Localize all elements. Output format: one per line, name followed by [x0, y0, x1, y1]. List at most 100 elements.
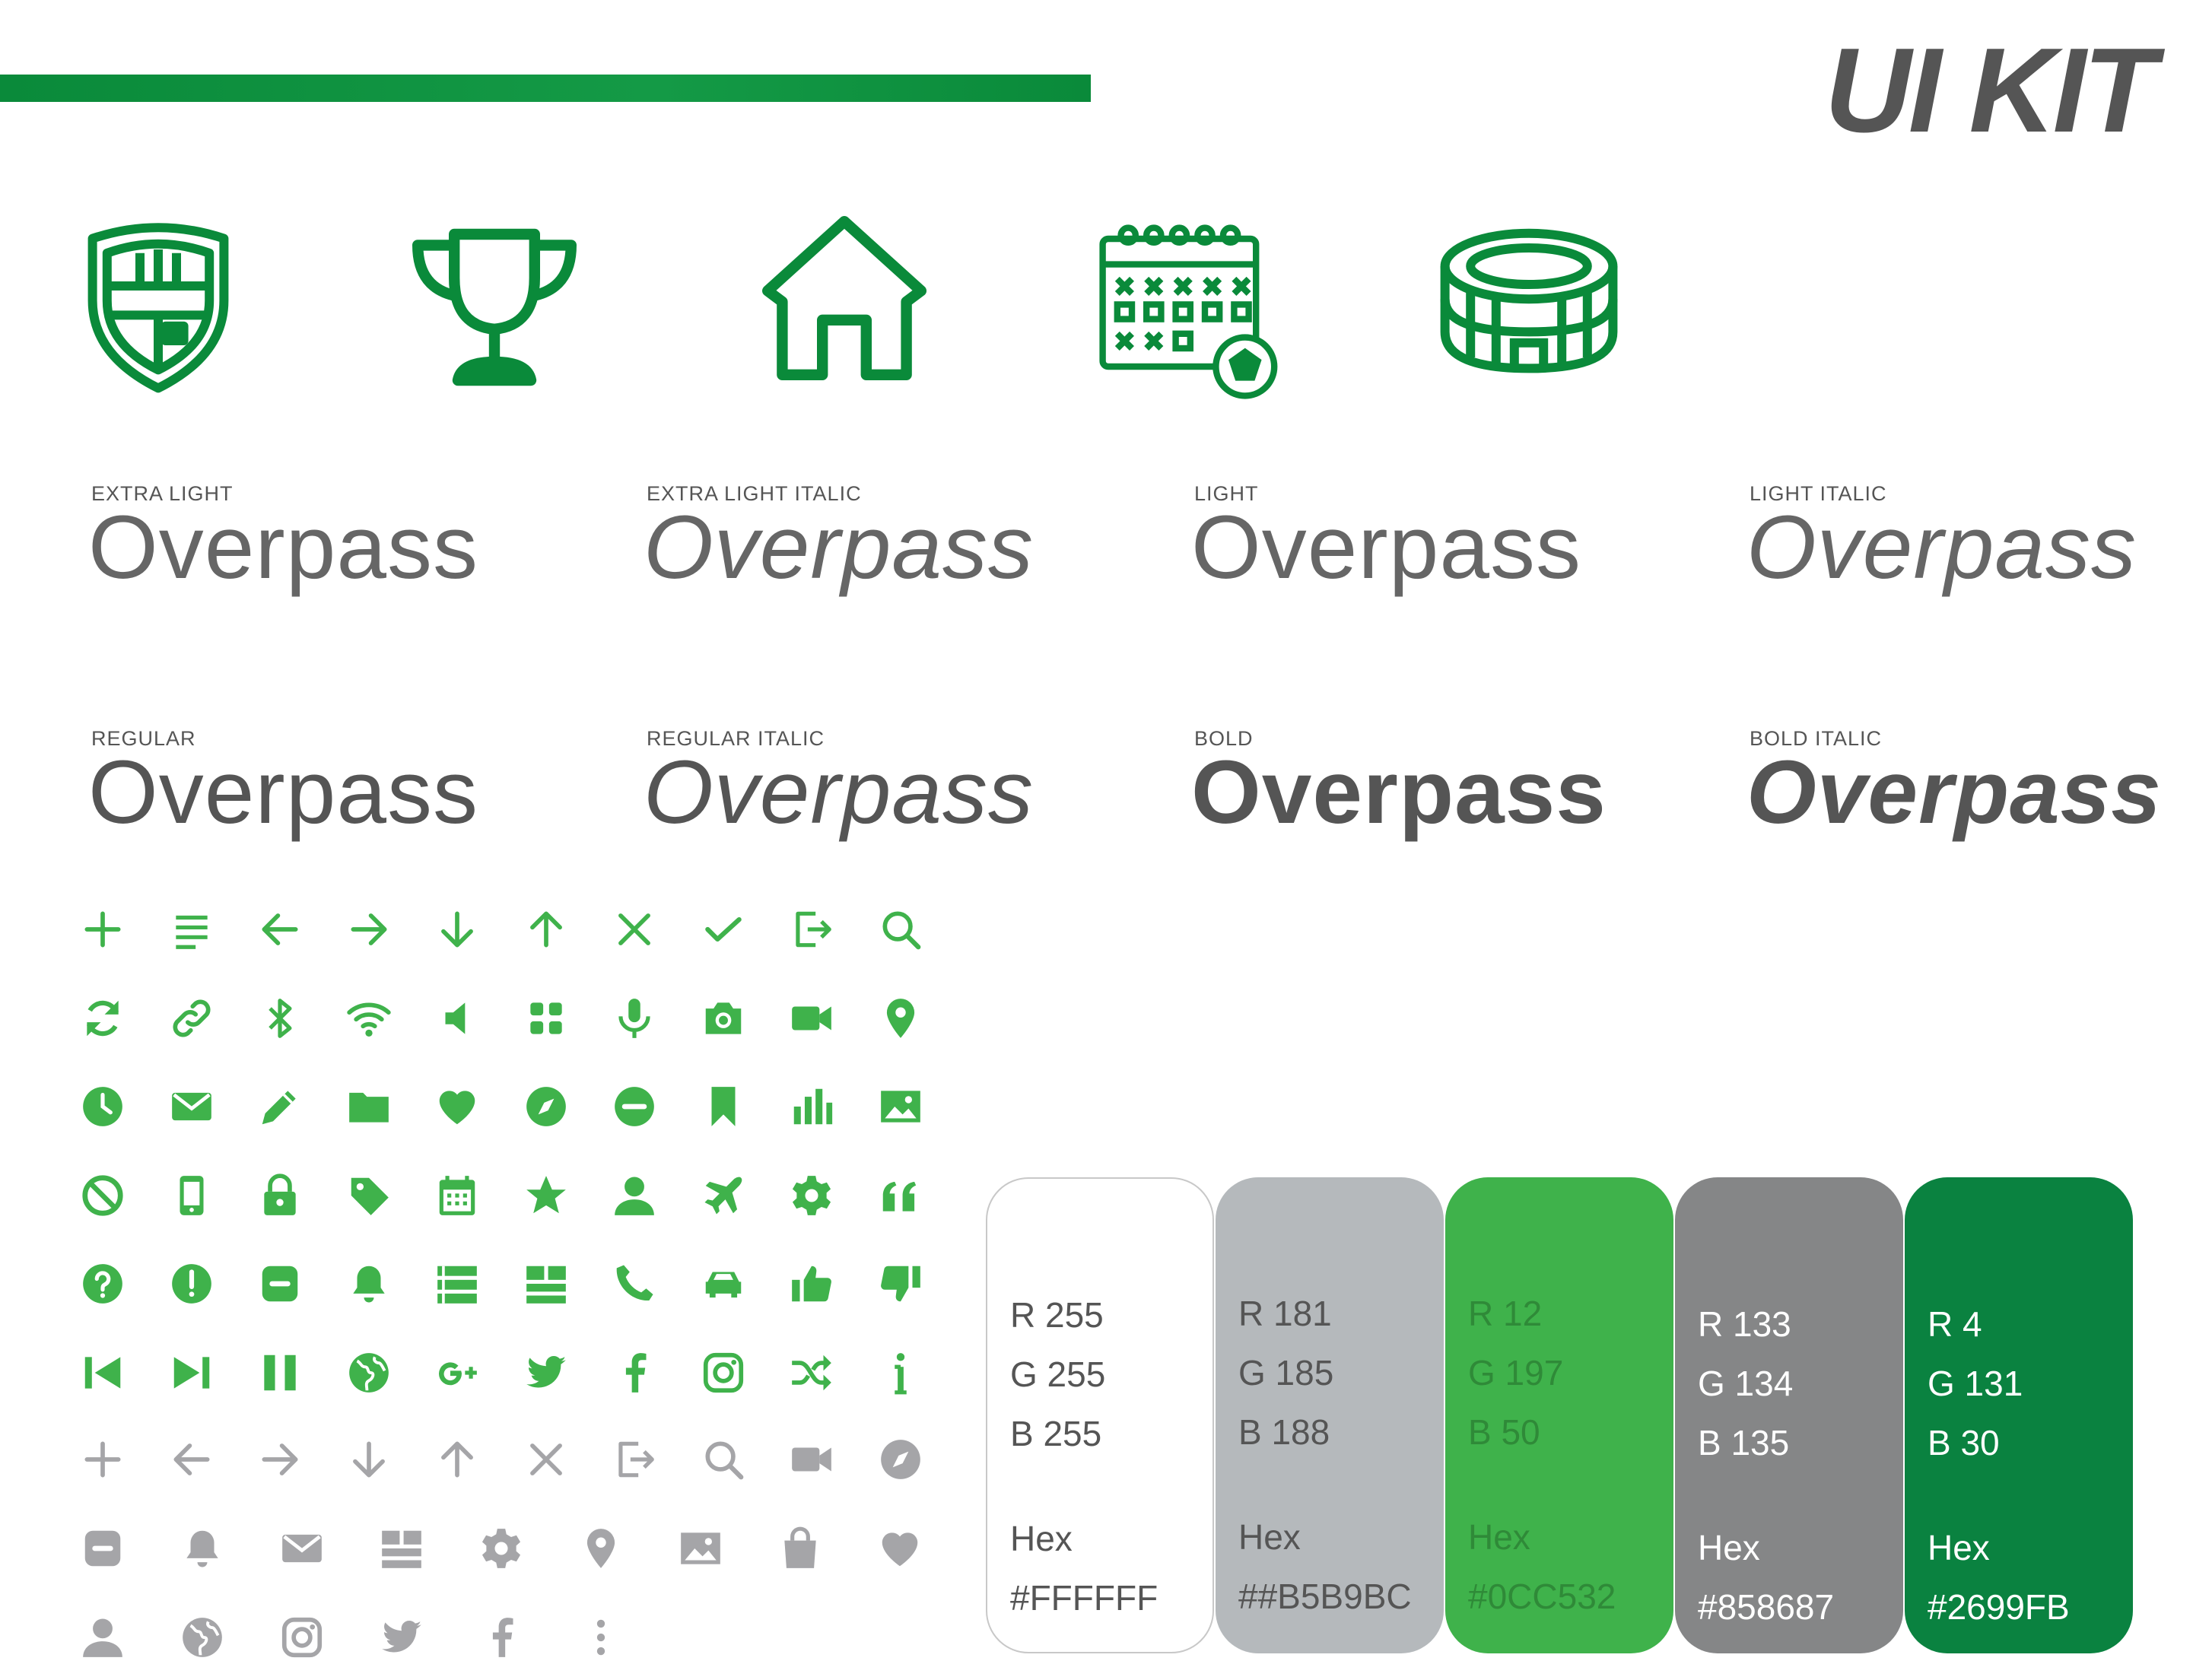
tag-icon[interactable]	[345, 1172, 393, 1219]
skip-forward-icon[interactable]	[168, 1349, 215, 1396]
gear-icon[interactable]	[788, 1172, 835, 1219]
thumbs-up-icon[interactable]	[788, 1260, 835, 1307]
compass-icon[interactable]	[877, 1436, 924, 1483]
user-icon[interactable]	[611, 1172, 658, 1219]
alert-icon[interactable]	[168, 1260, 215, 1307]
font-sample-bold-italic: BOLD ITALIC Overpass	[1746, 729, 2193, 838]
pencil-icon[interactable]	[256, 1083, 304, 1130]
arrow-up-icon[interactable]	[434, 1436, 481, 1483]
location-pin-icon[interactable]	[577, 1525, 625, 1572]
lock-icon[interactable]	[256, 1172, 304, 1219]
bar-chart-icon[interactable]	[788, 1083, 835, 1130]
font-specimen: Overpass	[1191, 497, 1581, 598]
arrow-right-icon[interactable]	[256, 1436, 304, 1483]
arrow-left-icon[interactable]	[168, 1436, 215, 1483]
bell-icon[interactable]	[179, 1525, 226, 1572]
minus-box-icon[interactable]	[79, 1525, 126, 1572]
facebook-icon[interactable]	[478, 1614, 525, 1661]
match-calendar-icon	[1095, 221, 1278, 403]
user-icon[interactable]	[79, 1614, 126, 1661]
table-icon[interactable]	[378, 1525, 425, 1572]
font-sample-bold: BOLD Overpass	[1191, 729, 1708, 843]
clock-icon[interactable]	[79, 1083, 126, 1130]
font-specimen: Overpass	[1191, 742, 1607, 843]
logout-icon[interactable]	[788, 906, 835, 953]
help-icon[interactable]	[79, 1260, 126, 1307]
image-icon[interactable]	[677, 1525, 724, 1572]
refresh-icon[interactable]	[79, 995, 126, 1042]
image-icon[interactable]	[877, 1083, 924, 1130]
info-icon[interactable]	[877, 1349, 924, 1396]
more-vertical-icon[interactable]	[577, 1614, 625, 1661]
twitter-icon[interactable]	[523, 1349, 570, 1396]
menu-lines-icon[interactable]	[168, 906, 215, 953]
globe-icon[interactable]	[345, 1349, 393, 1396]
compass-icon[interactable]	[523, 1083, 570, 1130]
arrow-up-icon[interactable]	[523, 906, 570, 953]
font-sample-regular-italic: REGULAR ITALIC Overpass	[644, 729, 1161, 838]
check-icon[interactable]	[700, 906, 747, 953]
quote-icon[interactable]	[877, 1172, 924, 1219]
swatch-hex-label: Hex	[1468, 1517, 1530, 1557]
arrow-down-icon[interactable]	[434, 906, 481, 953]
instagram-icon[interactable]	[278, 1614, 326, 1661]
pause-icon[interactable]	[256, 1349, 304, 1396]
mail-icon[interactable]	[278, 1525, 326, 1572]
shopping-bag-icon[interactable]	[777, 1525, 824, 1572]
close-icon[interactable]	[523, 1436, 570, 1483]
facebook-icon[interactable]	[611, 1349, 658, 1396]
search-icon[interactable]	[700, 1436, 747, 1483]
swatch-b-value: B 188	[1238, 1412, 1330, 1452]
folder-icon[interactable]	[345, 1083, 393, 1130]
plus-icon[interactable]	[79, 906, 126, 953]
bookmark-icon[interactable]	[700, 1083, 747, 1130]
grid-icon[interactable]	[523, 995, 570, 1042]
link-icon[interactable]	[168, 995, 215, 1042]
skip-back-icon[interactable]	[79, 1349, 126, 1396]
table-icon[interactable]	[523, 1260, 570, 1307]
wifi-icon[interactable]	[345, 995, 393, 1042]
plus-icon[interactable]	[79, 1436, 126, 1483]
swatch-g-value: G 185	[1238, 1353, 1334, 1393]
globe-icon[interactable]	[179, 1614, 226, 1661]
arrow-left-icon[interactable]	[256, 906, 304, 953]
shuffle-icon[interactable]	[788, 1349, 835, 1396]
microphone-icon[interactable]	[611, 995, 658, 1042]
phone-device-icon[interactable]	[168, 1172, 215, 1219]
instagram-icon[interactable]	[700, 1349, 747, 1396]
heart-icon[interactable]	[876, 1525, 923, 1572]
logout-icon[interactable]	[611, 1436, 658, 1483]
minus-box-icon[interactable]	[256, 1260, 304, 1307]
gear-icon[interactable]	[478, 1525, 525, 1572]
header-accent-bar	[0, 75, 1091, 102]
font-specimen: Overpass	[88, 742, 478, 843]
video-icon[interactable]	[788, 1436, 835, 1483]
block-icon[interactable]	[79, 1172, 126, 1219]
twitter-icon[interactable]	[378, 1614, 425, 1661]
mail-icon[interactable]	[168, 1083, 215, 1130]
arrow-right-icon[interactable]	[345, 906, 393, 953]
car-icon[interactable]	[700, 1260, 747, 1307]
home-icon	[753, 207, 936, 389]
camera-icon[interactable]	[700, 995, 747, 1042]
phone-icon[interactable]	[611, 1260, 658, 1307]
location-pin-icon[interactable]	[877, 995, 924, 1042]
heart-icon[interactable]	[434, 1083, 481, 1130]
list-icon[interactable]	[434, 1260, 481, 1307]
calendar-icon[interactable]	[434, 1172, 481, 1219]
airplane-icon[interactable]	[700, 1172, 747, 1219]
bluetooth-icon[interactable]	[256, 995, 304, 1042]
bell-icon[interactable]	[345, 1260, 393, 1307]
arrow-down-icon[interactable]	[345, 1436, 393, 1483]
search-icon[interactable]	[877, 906, 924, 953]
video-icon[interactable]	[788, 995, 835, 1042]
thumbs-down-icon[interactable]	[877, 1260, 924, 1307]
minus-circle-icon[interactable]	[611, 1083, 658, 1130]
swatch-r-value: R 181	[1238, 1294, 1332, 1333]
page-title: UI KIT	[1824, 24, 2156, 157]
close-icon[interactable]	[611, 906, 658, 953]
font-specimen: Overpass	[644, 497, 1034, 598]
speaker-icon[interactable]	[434, 995, 481, 1042]
star-icon[interactable]	[523, 1172, 570, 1219]
google-plus-icon[interactable]	[434, 1349, 481, 1396]
